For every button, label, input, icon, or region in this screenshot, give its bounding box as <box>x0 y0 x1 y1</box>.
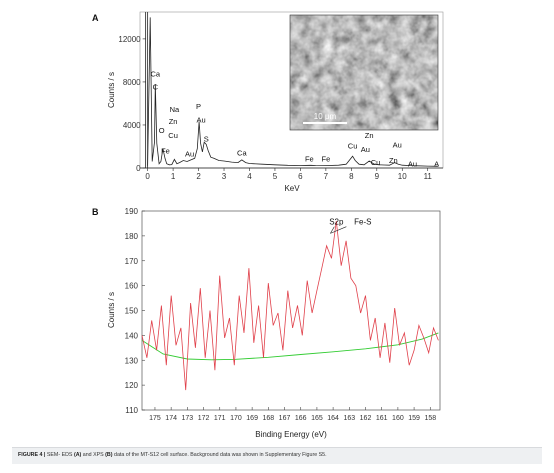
panel-a-peak-label: S <box>204 135 209 144</box>
panel-a-xtick-label: 10 <box>398 172 407 181</box>
panel-b-ytick-label: 190 <box>125 207 139 216</box>
figure-caption: FIGURE 4 | SEM- EDS (A) and XPS (B) data… <box>18 452 327 459</box>
panel-a-ticks: 0 4000 8000 12000 0 1 2 3 4 5 6 7 8 9 10 11 <box>118 35 432 181</box>
panel-a-xtick-label: 8 <box>349 172 354 181</box>
panel-b-xtick-label: 173 <box>182 415 194 422</box>
panel-b-letter: B <box>92 207 99 217</box>
panel-a-xtick-label: 6 <box>298 172 303 181</box>
panel-b-xtick-label: 162 <box>360 415 372 422</box>
panel-b-xtick-label: 161 <box>376 415 388 422</box>
panel-a-peak-label: Au <box>408 159 417 168</box>
panel-b-annotation-leader <box>330 226 335 234</box>
panel-a-peak-label: Au <box>361 145 370 154</box>
panel-a-xtick-label: 7 <box>324 172 329 181</box>
panel-a-xtick-label: 9 <box>375 172 380 181</box>
panel-a-peak-label: P <box>196 102 201 111</box>
caption-text-2: and XPS <box>81 452 106 458</box>
caption-figure-number: FIGURE 4 | <box>18 452 46 458</box>
panel-b-xtick-label: 168 <box>262 415 274 422</box>
sem-inset: 10 μm <box>289 14 439 131</box>
panel-a-xtick-label: 1 <box>171 172 176 181</box>
panel-b-xtick-label: 159 <box>408 415 420 422</box>
sem-micrograph <box>290 15 438 130</box>
scale-bar-label: 10 μm <box>314 112 337 121</box>
panel-b-xlabel: Binding Energy (eV) <box>255 430 327 439</box>
panel-b-xtick-label: 175 <box>149 415 161 422</box>
figure-caption-box: FIGURE 4 | SEM- EDS (A) and XPS (B) data… <box>12 447 542 464</box>
panel-a-ytick-label: 4000 <box>123 121 141 130</box>
panel-a-peak-label: A <box>434 159 439 168</box>
panel-a-peak-label: Cu <box>371 158 381 167</box>
panel-b-ytick-label: 110 <box>125 406 138 415</box>
panel-a-peak-label: Au <box>197 115 206 124</box>
panel-a-xtick-label: 4 <box>247 172 252 181</box>
panel-b-ylabel: Counts / s <box>107 292 116 328</box>
panel-a-peak-label: Ca <box>150 70 160 79</box>
panel-b-xtick-label: 160 <box>392 415 404 422</box>
panel-b-ytick-label: 160 <box>125 282 139 291</box>
caption-ref-a: (A) <box>73 452 82 458</box>
panel-a-ytick-label: 0 <box>136 164 141 173</box>
panel-b-annotation-s2p: S2p <box>329 218 344 227</box>
panel-a-peak-label: Au <box>393 141 402 150</box>
panel-b-ytick-label: 150 <box>125 307 139 316</box>
panel-b-ytick-label: 130 <box>125 356 139 365</box>
panel-a-peak-label: Fe <box>321 155 330 164</box>
panel-a-peak-label: Cu <box>168 131 178 140</box>
panel-b-xtick-label: 171 <box>214 415 226 422</box>
panel-a-ylabel: Counts / s <box>107 72 116 108</box>
panel-a-peak-label: Zn <box>169 117 178 126</box>
panel-a-xtick-label: 0 <box>145 172 150 181</box>
panel-b-xtick-label: 165 <box>311 415 323 422</box>
panel-a-letter: A <box>92 13 99 23</box>
panel-a-peak-label: Au <box>185 150 194 159</box>
panel-b-background-fit <box>141 332 439 361</box>
panel-a-peak-label: Fe <box>161 146 170 155</box>
panel-b-ytick-label: 170 <box>125 257 139 266</box>
panel-a-ytick-label: 12000 <box>118 35 141 44</box>
panel-a-peak-label: O <box>159 126 165 135</box>
panel-b-ticks: 110 120 130 140 150 160 170 180 190 175 174 173 172 1… <box>125 207 437 422</box>
panel-b-xtick-label: 163 <box>343 415 355 422</box>
panel-a-xtick-label: 11 <box>424 172 433 181</box>
panel-a-ytick-label: 8000 <box>123 78 141 87</box>
panel-b-xtick-label: 166 <box>295 415 307 422</box>
panel-b-xtick-label: 170 <box>230 415 242 422</box>
panel-b: B 110 120 130 140 150 160 170 180 190 175 174 173 17… <box>92 207 441 439</box>
panel-a-xtick-label: 2 <box>196 172 201 181</box>
panel-b-xtick-label: 174 <box>165 415 177 422</box>
panel-b-xtick-label: 172 <box>198 415 210 422</box>
panel-b-annotations: S2p Fe-S <box>329 218 372 234</box>
caption-ref-b: (B) <box>105 452 113 458</box>
panel-a-xtick-label: 5 <box>273 172 278 181</box>
panel-a-peak-label: Cu <box>348 142 358 151</box>
panel-a-xtick-label: 3 <box>222 172 227 181</box>
panel-b-annotation-leader <box>330 226 347 234</box>
caption-text-3: data of the MT-S12 cell surface. Backgro… <box>112 452 327 458</box>
panel-b-ytick-label: 180 <box>125 232 139 241</box>
panel-b-xtick-label: 169 <box>246 415 258 422</box>
panel-b-xtick-label: 167 <box>279 415 291 422</box>
panel-b-ytick-label: 140 <box>125 331 139 340</box>
panel-b-spectrum <box>141 220 439 391</box>
panel-a-peak-label: C <box>153 82 159 91</box>
panel-a-spectrum <box>147 17 438 167</box>
panel-a-peak-label: Na <box>170 105 180 114</box>
panel-b-annotation-fes: Fe-S <box>354 218 371 227</box>
panel-b-xtick-label: 158 <box>424 415 436 422</box>
panel-a-xlabel: KeV <box>284 184 300 193</box>
sem-image-border <box>289 14 439 131</box>
panel-a-peak-label: Fe <box>305 155 314 164</box>
panel-a-peak-label: Zn <box>389 156 398 165</box>
panel-a-peak-label: Ca <box>237 149 247 158</box>
panel-b-ytick-label: 120 <box>125 381 139 390</box>
panel-b-xtick-label: 164 <box>327 415 339 422</box>
panel-a-peak-label: Zn <box>365 131 374 140</box>
caption-text-1: SEM- EDS <box>45 452 74 458</box>
